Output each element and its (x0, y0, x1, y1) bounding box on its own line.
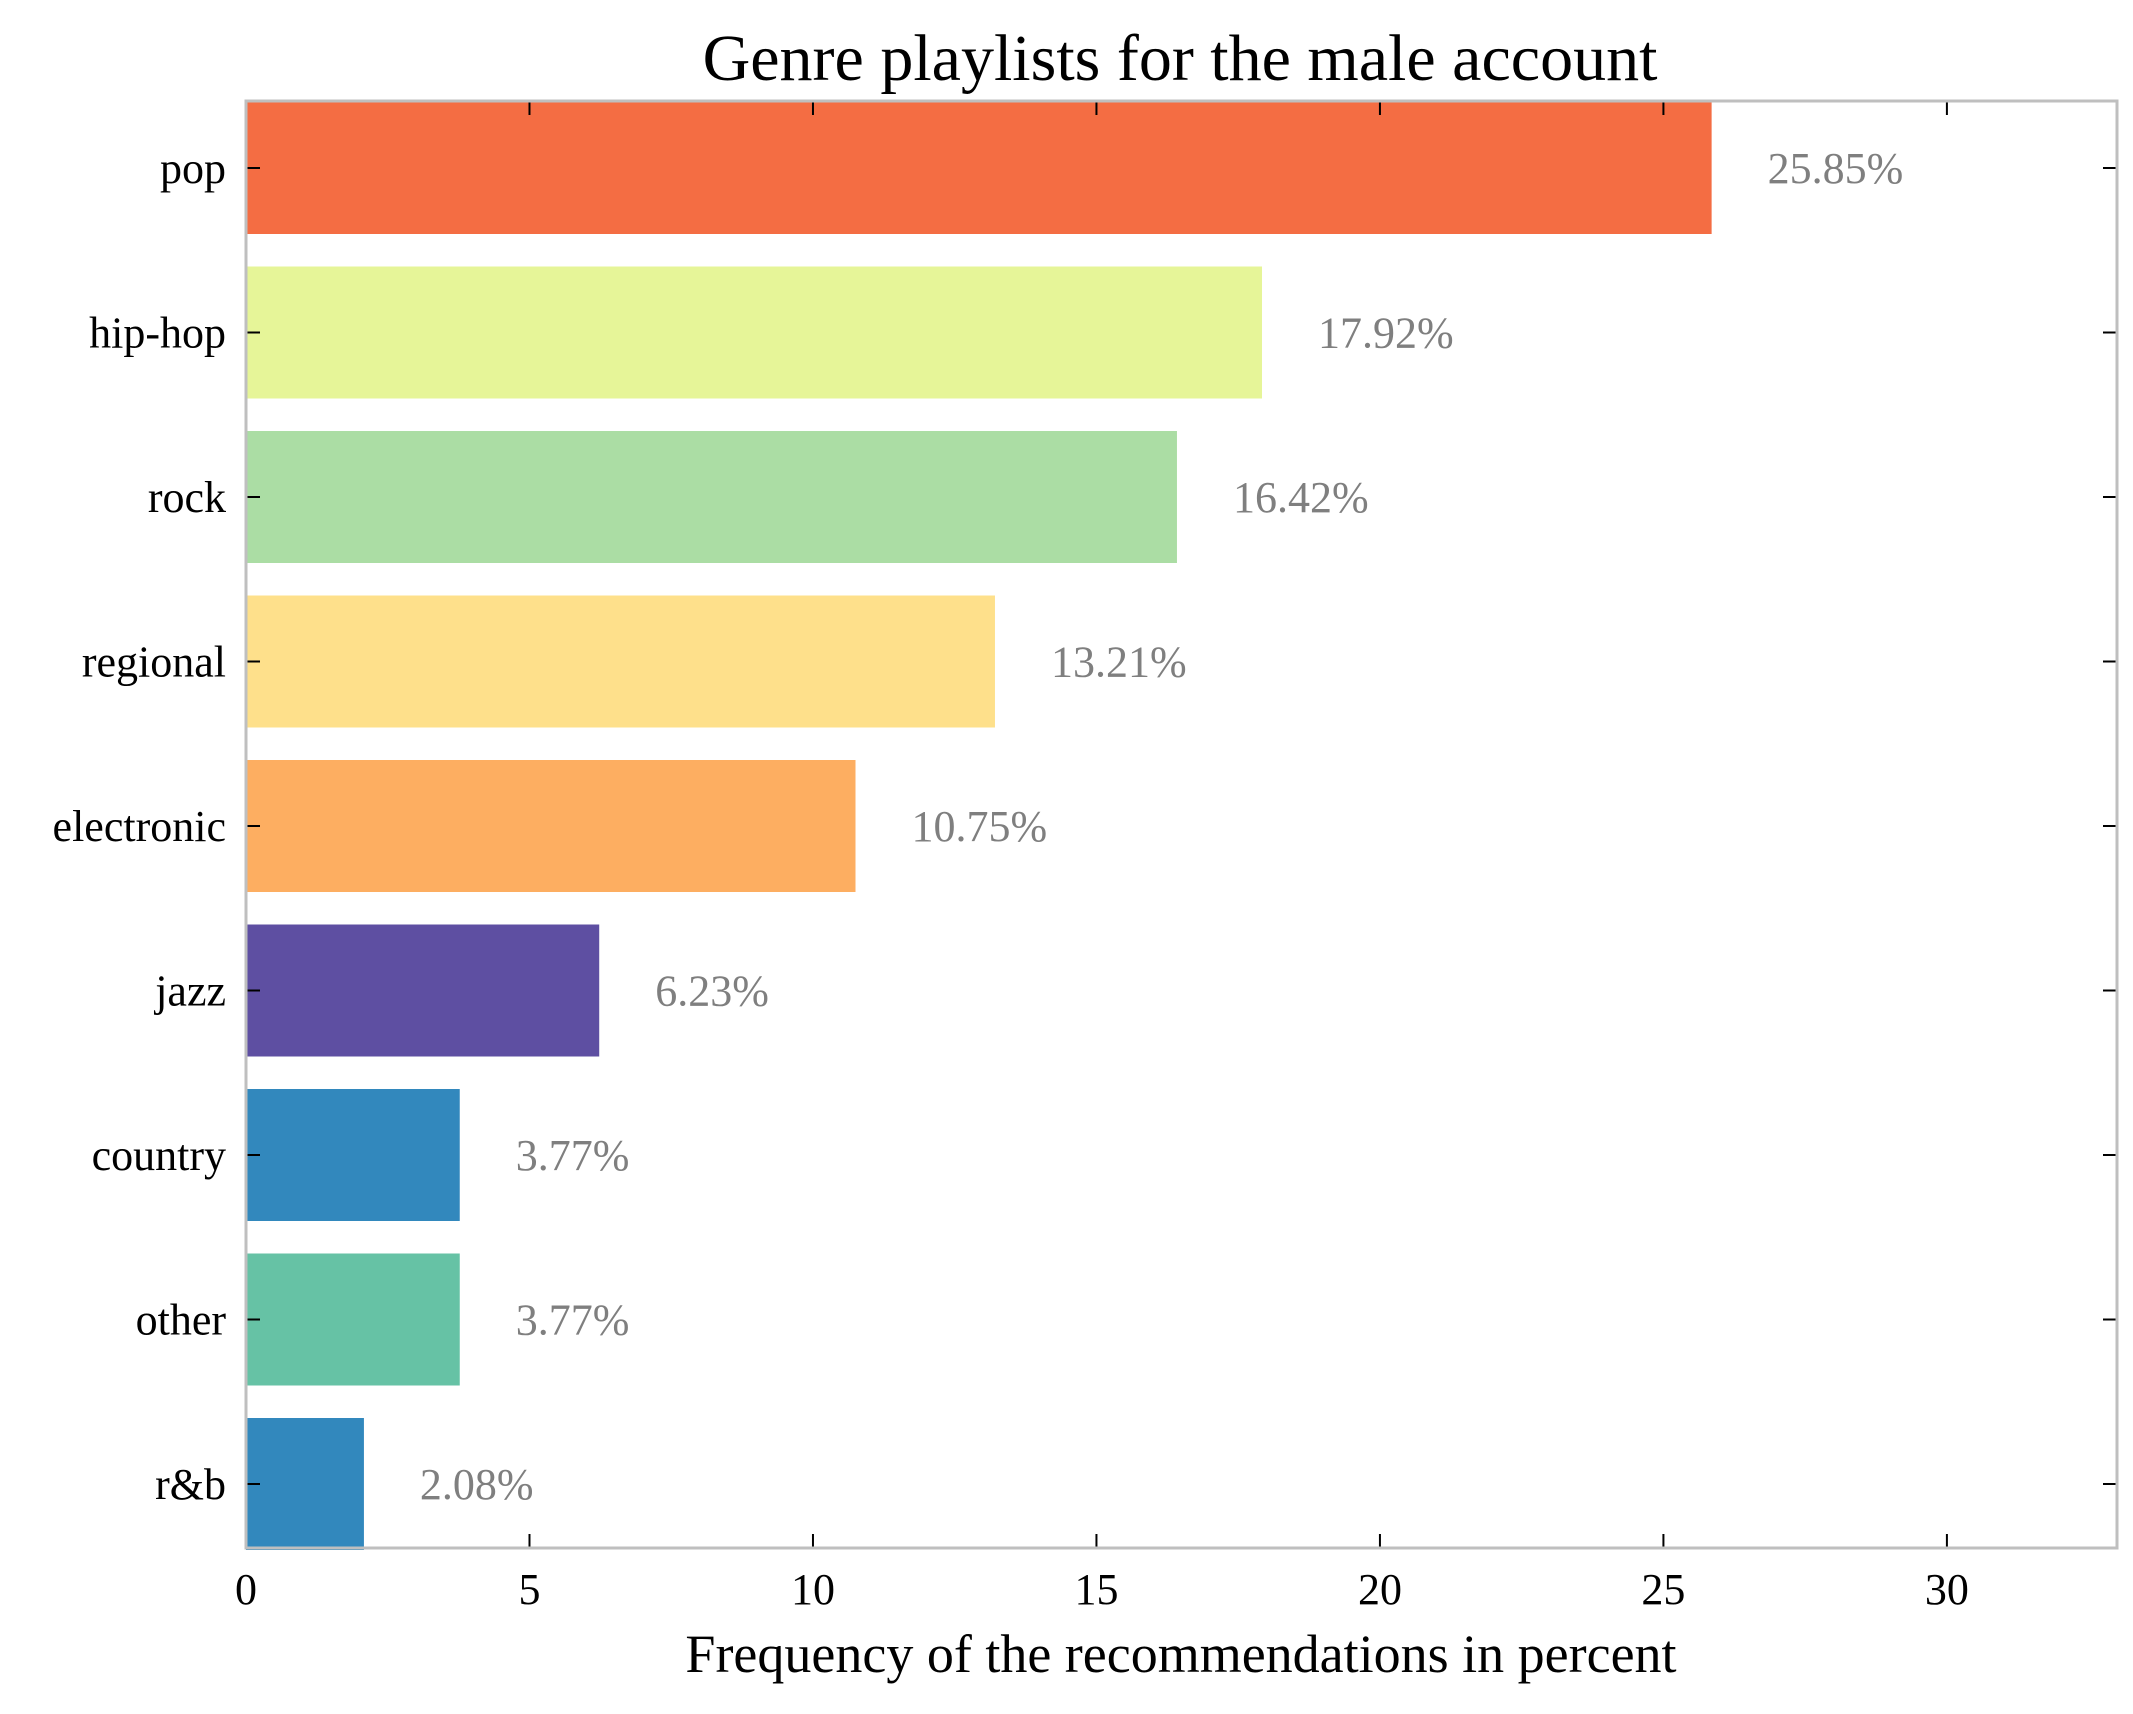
data-label-jazz: 6.23% (655, 967, 769, 1016)
y-tick-label-jazz: jazz (153, 967, 226, 1016)
x-tick-label-20: 20 (1358, 1565, 1402, 1614)
data-label-hip-hop: 17.92% (1318, 309, 1454, 358)
x-tick-label-5: 5 (518, 1565, 540, 1614)
bar-hip-hop (246, 266, 1263, 399)
y-tick-label-hip-hop: hip-hop (89, 309, 226, 358)
y-tick-label-country: country (92, 1131, 226, 1180)
y-tick-label-pop: pop (160, 144, 226, 193)
data-label-other: 3.77% (516, 1296, 630, 1345)
y-tick-label-electronic: electronic (53, 802, 226, 851)
y-tick-label-other: other (136, 1296, 227, 1345)
bar-regional (246, 595, 995, 728)
x-axis-label: Frequency of the recommendations in perc… (685, 1624, 1676, 1684)
bar-electronic (246, 760, 856, 892)
plot-frame (244, 99, 2119, 1550)
data-label-electronic: 10.75% (911, 802, 1047, 851)
bar-jazz (246, 924, 600, 1057)
x-tick-label-30: 30 (1925, 1565, 1969, 1614)
chart-title: Genre playlists for the male account (703, 22, 1658, 95)
x-tick-label-15: 15 (1074, 1565, 1118, 1614)
ticks-layer: pop hip-hop rock regional electronic jazz coun… (53, 101, 2117, 1614)
bar-other (246, 1253, 460, 1386)
bar-pop (246, 102, 1712, 234)
data-label-country: 3.77% (516, 1131, 630, 1180)
bar-r-b (246, 1418, 364, 1550)
y-tick-label-rock: rock (148, 473, 226, 522)
bars-layer: 25.85% 17.92% 16.42% 13.21% 10.75% 6.23% 3.77%… (246, 102, 1903, 1550)
bar-country (246, 1089, 460, 1221)
x-tick-label-0: 0 (235, 1565, 257, 1614)
bar-rock (246, 431, 1177, 563)
x-tick-label-25: 25 (1641, 1565, 1685, 1614)
y-tick-label-r-b: r&b (155, 1460, 226, 1509)
data-label-r-b: 2.08% (420, 1460, 534, 1509)
y-tick-label-regional: regional (82, 638, 226, 687)
x-tick-label-10: 10 (791, 1565, 835, 1614)
data-label-regional: 13.21% (1051, 638, 1187, 687)
data-label-pop: 25.85% (1768, 144, 1904, 193)
data-label-rock: 16.42% (1233, 473, 1369, 522)
